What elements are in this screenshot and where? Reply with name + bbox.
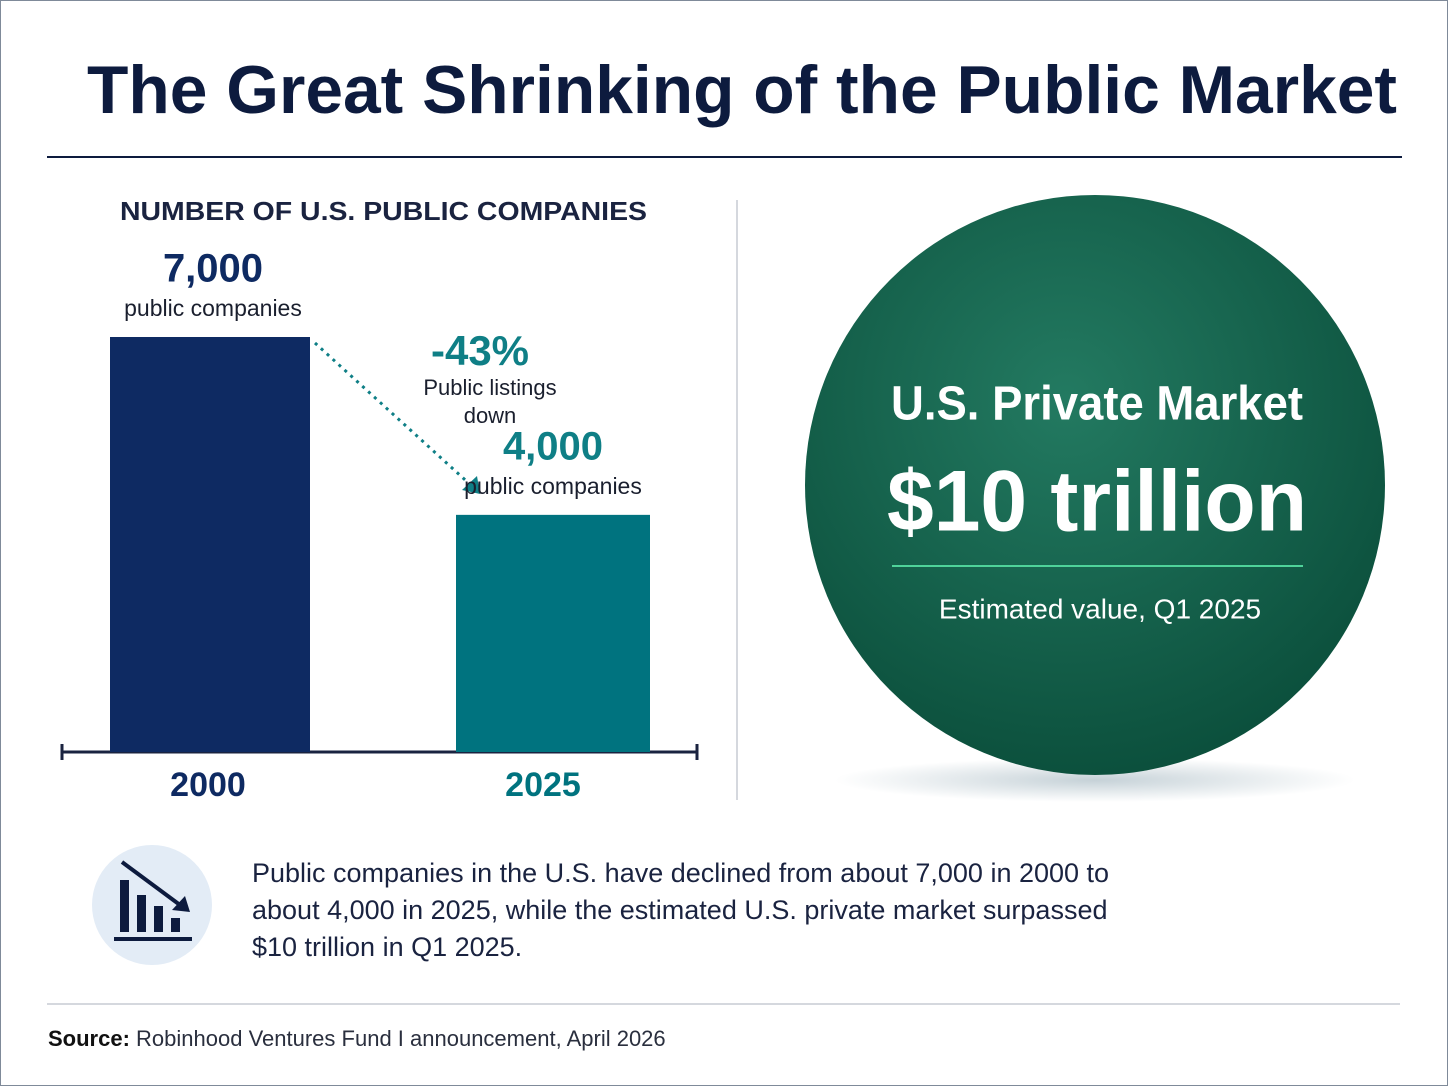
source-label: Source: bbox=[48, 1026, 130, 1051]
value-label: 7,000 bbox=[163, 247, 263, 291]
bar bbox=[110, 337, 310, 752]
x-tick-label: 2025 bbox=[505, 766, 581, 804]
arrow-head bbox=[462, 476, 480, 494]
circle-shadow bbox=[835, 758, 1355, 802]
change-label: -43% bbox=[431, 327, 529, 374]
highlight-note: Estimated value, Q1 2025 bbox=[939, 593, 1261, 624]
decline-icon bbox=[114, 860, 192, 941]
change-note: Public listings down bbox=[423, 375, 557, 428]
source: Source: Robinhood Ventures Fund I announ… bbox=[48, 1026, 666, 1052]
value-note: public companies bbox=[464, 473, 642, 499]
summary: Public companies in the U.S. have declin… bbox=[252, 858, 1110, 962]
icon-bg bbox=[92, 845, 212, 965]
highlight-circle bbox=[805, 195, 1385, 775]
chart-title: NUMBER OF U.S. PUBLIC COMPANIES bbox=[120, 196, 647, 226]
highlight-value: $10 trillion bbox=[887, 454, 1307, 550]
x-tick-label: 2000 bbox=[170, 766, 246, 804]
page-title: The Great Shrinking of the Public Market bbox=[87, 52, 1397, 128]
value-label: 4,000 bbox=[503, 424, 603, 468]
bar bbox=[456, 514, 650, 752]
value-note: public companies bbox=[124, 295, 302, 321]
source-text: Robinhood Ventures Fund I announcement, … bbox=[136, 1026, 666, 1051]
highlight-title: U.S. Private Market bbox=[891, 378, 1303, 431]
